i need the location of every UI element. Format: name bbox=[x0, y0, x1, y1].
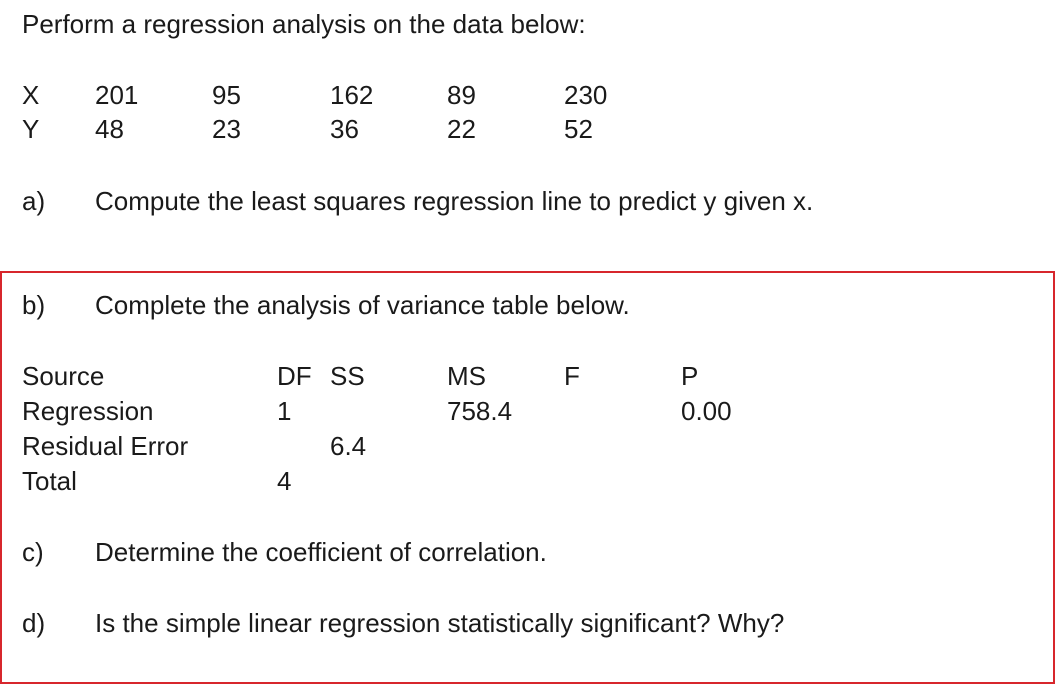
table-header: MS bbox=[447, 361, 486, 391]
table-cell: 4 bbox=[277, 466, 292, 496]
data-value: 48 bbox=[95, 114, 124, 144]
table-cell: Total bbox=[22, 466, 77, 496]
question-label: c) bbox=[22, 537, 44, 567]
table-header: F bbox=[564, 361, 580, 391]
table-cell: 758.4 bbox=[447, 396, 513, 426]
question-text: Complete the analysis of variance table … bbox=[95, 290, 630, 320]
data-value: 201 bbox=[95, 80, 139, 110]
data-label: Y bbox=[22, 114, 40, 144]
data-value: 22 bbox=[447, 114, 476, 144]
data-label: X bbox=[22, 80, 40, 110]
question-label: a) bbox=[22, 186, 46, 216]
table-header: DF bbox=[277, 361, 312, 391]
table-cell: 1 bbox=[277, 396, 292, 426]
table-cell: Residual Error bbox=[22, 431, 189, 461]
table-header: P bbox=[681, 361, 699, 391]
table-cell: 6.4 bbox=[330, 431, 367, 461]
data-value: 89 bbox=[447, 80, 476, 110]
data-value: 162 bbox=[330, 80, 374, 110]
question-text: Compute the least squares regression lin… bbox=[95, 186, 814, 216]
table-header: SS bbox=[330, 361, 365, 391]
table-cell: Regression bbox=[22, 396, 154, 426]
table-cell: 0.00 bbox=[681, 396, 732, 426]
question-text: Determine the coefficient of correlation… bbox=[95, 537, 547, 567]
question-text: Is the simple linear regression statisti… bbox=[95, 608, 785, 638]
data-value: 52 bbox=[564, 114, 593, 144]
question-label: d) bbox=[22, 608, 46, 638]
data-value: 95 bbox=[212, 80, 241, 110]
question-label: b) bbox=[22, 290, 46, 320]
data-value: 23 bbox=[212, 114, 241, 144]
data-value: 36 bbox=[330, 114, 359, 144]
data-value: 230 bbox=[564, 80, 608, 110]
highlight-box bbox=[0, 271, 1055, 684]
title: Perform a regression analysis on the dat… bbox=[22, 9, 586, 39]
table-header: Source bbox=[22, 361, 105, 391]
